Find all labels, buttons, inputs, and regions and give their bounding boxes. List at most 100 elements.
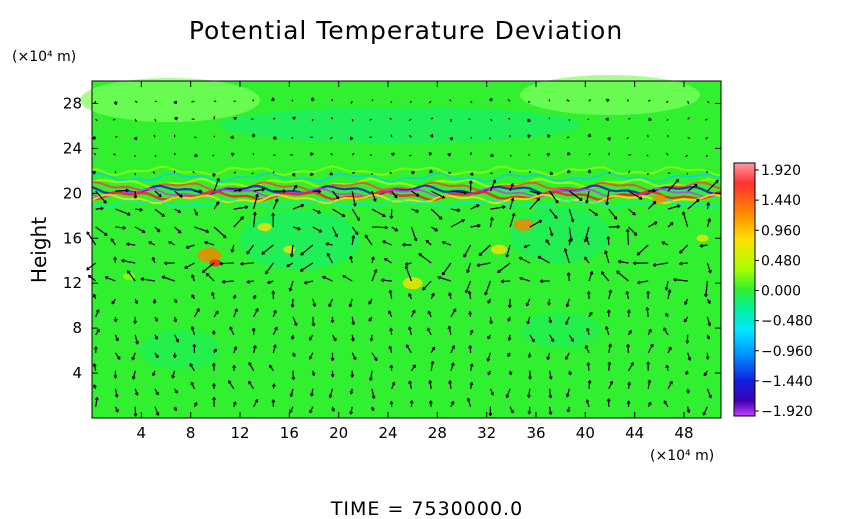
wind-arrow: [468, 291, 472, 299]
wind-arrow-head: [469, 329, 474, 334]
wind-arrow-head: [579, 197, 583, 202]
wind-arrow-head: [605, 98, 610, 103]
wind-arrow: [328, 298, 334, 307]
wind-arrow: [585, 236, 590, 246]
wind-arrow: [384, 257, 393, 264]
x-tick-label: 36: [526, 424, 545, 442]
wind-arrow: [382, 240, 392, 246]
wind-arrow-head: [448, 292, 452, 296]
wind-arrow: [463, 244, 472, 258]
chart-title: Potential Temperature Deviation: [189, 16, 623, 45]
wind-arrow-head: [555, 199, 559, 204]
wind-arrow: [233, 189, 242, 192]
wind-arrow-head: [554, 215, 558, 220]
wind-arrow: [95, 207, 104, 210]
time-footer: TIME = 7530000.0: [330, 498, 523, 519]
wind-arrow-head: [335, 195, 340, 200]
wind-arrow: [467, 398, 472, 407]
wind-arrow-head: [252, 211, 257, 216]
wind-arrow-head: [467, 290, 472, 295]
wind-arrow: [627, 170, 631, 174]
wind-arrow-head: [252, 294, 257, 299]
wind-arrow-head: [415, 209, 419, 213]
wind-arrow-head: [196, 308, 200, 312]
wind-arrow: [212, 154, 215, 157]
wind-arrow: [231, 244, 235, 253]
wind-arrow-head: [304, 280, 308, 285]
wind-arrow: [636, 244, 649, 256]
wind-arrow: [469, 345, 472, 353]
wind-arrow: [248, 362, 255, 372]
wind-arrow-head: [507, 337, 512, 341]
wind-arrow: [291, 99, 294, 102]
wind-arrow-head: [126, 242, 130, 247]
wind-arrow-head: [293, 322, 298, 327]
wind-arrow: [229, 326, 235, 336]
wind-arrow-head: [489, 320, 493, 325]
wind-arrow-head: [364, 234, 369, 239]
wind-arrow-head: [409, 400, 414, 404]
wind-arrow: [121, 259, 136, 264]
wind-arrow-head: [568, 371, 572, 376]
wind-arrow-head: [548, 376, 553, 380]
wind-arrow: [470, 204, 480, 210]
wind-arrow: [240, 262, 254, 265]
wind-arrow: [351, 208, 360, 221]
wind-arrow-head: [567, 151, 571, 156]
wind-arrow-head: [510, 197, 515, 202]
wind-arrow: [549, 190, 559, 204]
wind-arrow: [568, 190, 583, 201]
wind-arrow-head: [240, 261, 244, 266]
wind-arrow: [286, 262, 294, 268]
wind-arrow-head: [111, 300, 116, 305]
wind-arrow: [290, 244, 294, 258]
wind-arrow: [519, 277, 530, 282]
wind-arrow-head: [469, 381, 474, 386]
wind-arrow: [115, 135, 118, 138]
wind-arrow-head: [632, 211, 636, 216]
wind-arrow: [134, 118, 137, 122]
wind-arrow-head: [490, 153, 494, 158]
wind-arrow: [448, 326, 452, 336]
wind-arrow: [312, 298, 316, 307]
wind-arrow-head: [584, 345, 589, 349]
wind-arrow: [682, 211, 689, 228]
wind-arrow: [566, 99, 570, 102]
field-band: [91, 198, 722, 209]
wind-arrow: [299, 262, 314, 272]
wind-arrow-head: [126, 270, 131, 274]
wind-arrow: [115, 208, 131, 216]
colorbar-bar: [733, 162, 756, 417]
wind-arrow: [154, 190, 162, 198]
wind-arrow: [312, 190, 321, 193]
wind-arrow-head: [617, 259, 622, 264]
wind-arrow-head: [140, 277, 144, 282]
wind-arrow-head: [383, 257, 388, 262]
y-tick-label: 16: [63, 229, 82, 247]
wind-arrow-head: [289, 393, 294, 398]
wind-arrow-head: [92, 171, 96, 175]
field-band: [91, 193, 722, 205]
field-band: [91, 177, 722, 189]
wind-arrow: [154, 154, 157, 158]
wind-arrow-head: [585, 200, 589, 204]
wind-arrow-head: [507, 318, 511, 322]
wind-arrow: [706, 179, 719, 192]
wind-arrow: [430, 117, 434, 120]
wind-arrow: [549, 370, 552, 380]
wind-arrow-head: [468, 311, 473, 315]
wind-arrow-head: [519, 276, 523, 281]
plot-background: [92, 81, 721, 418]
wind-arrow: [637, 280, 649, 284]
wind-arrow-head: [546, 153, 550, 157]
wind-arrow: [430, 208, 443, 220]
wind-arrow: [450, 308, 457, 318]
wind-arrow: [527, 100, 531, 103]
wind-arrow-head: [253, 345, 257, 349]
colorbar: 1.920 1.440 0.960 0.480 0.000 −0.480 −0.960 −1.…: [733, 162, 813, 420]
wind-arrow: [509, 154, 512, 157]
wind-arrow-head: [391, 152, 395, 157]
wind-arrow-head: [309, 393, 314, 397]
wind-arrow-head: [606, 398, 611, 402]
wind-arrow-head: [441, 195, 446, 199]
